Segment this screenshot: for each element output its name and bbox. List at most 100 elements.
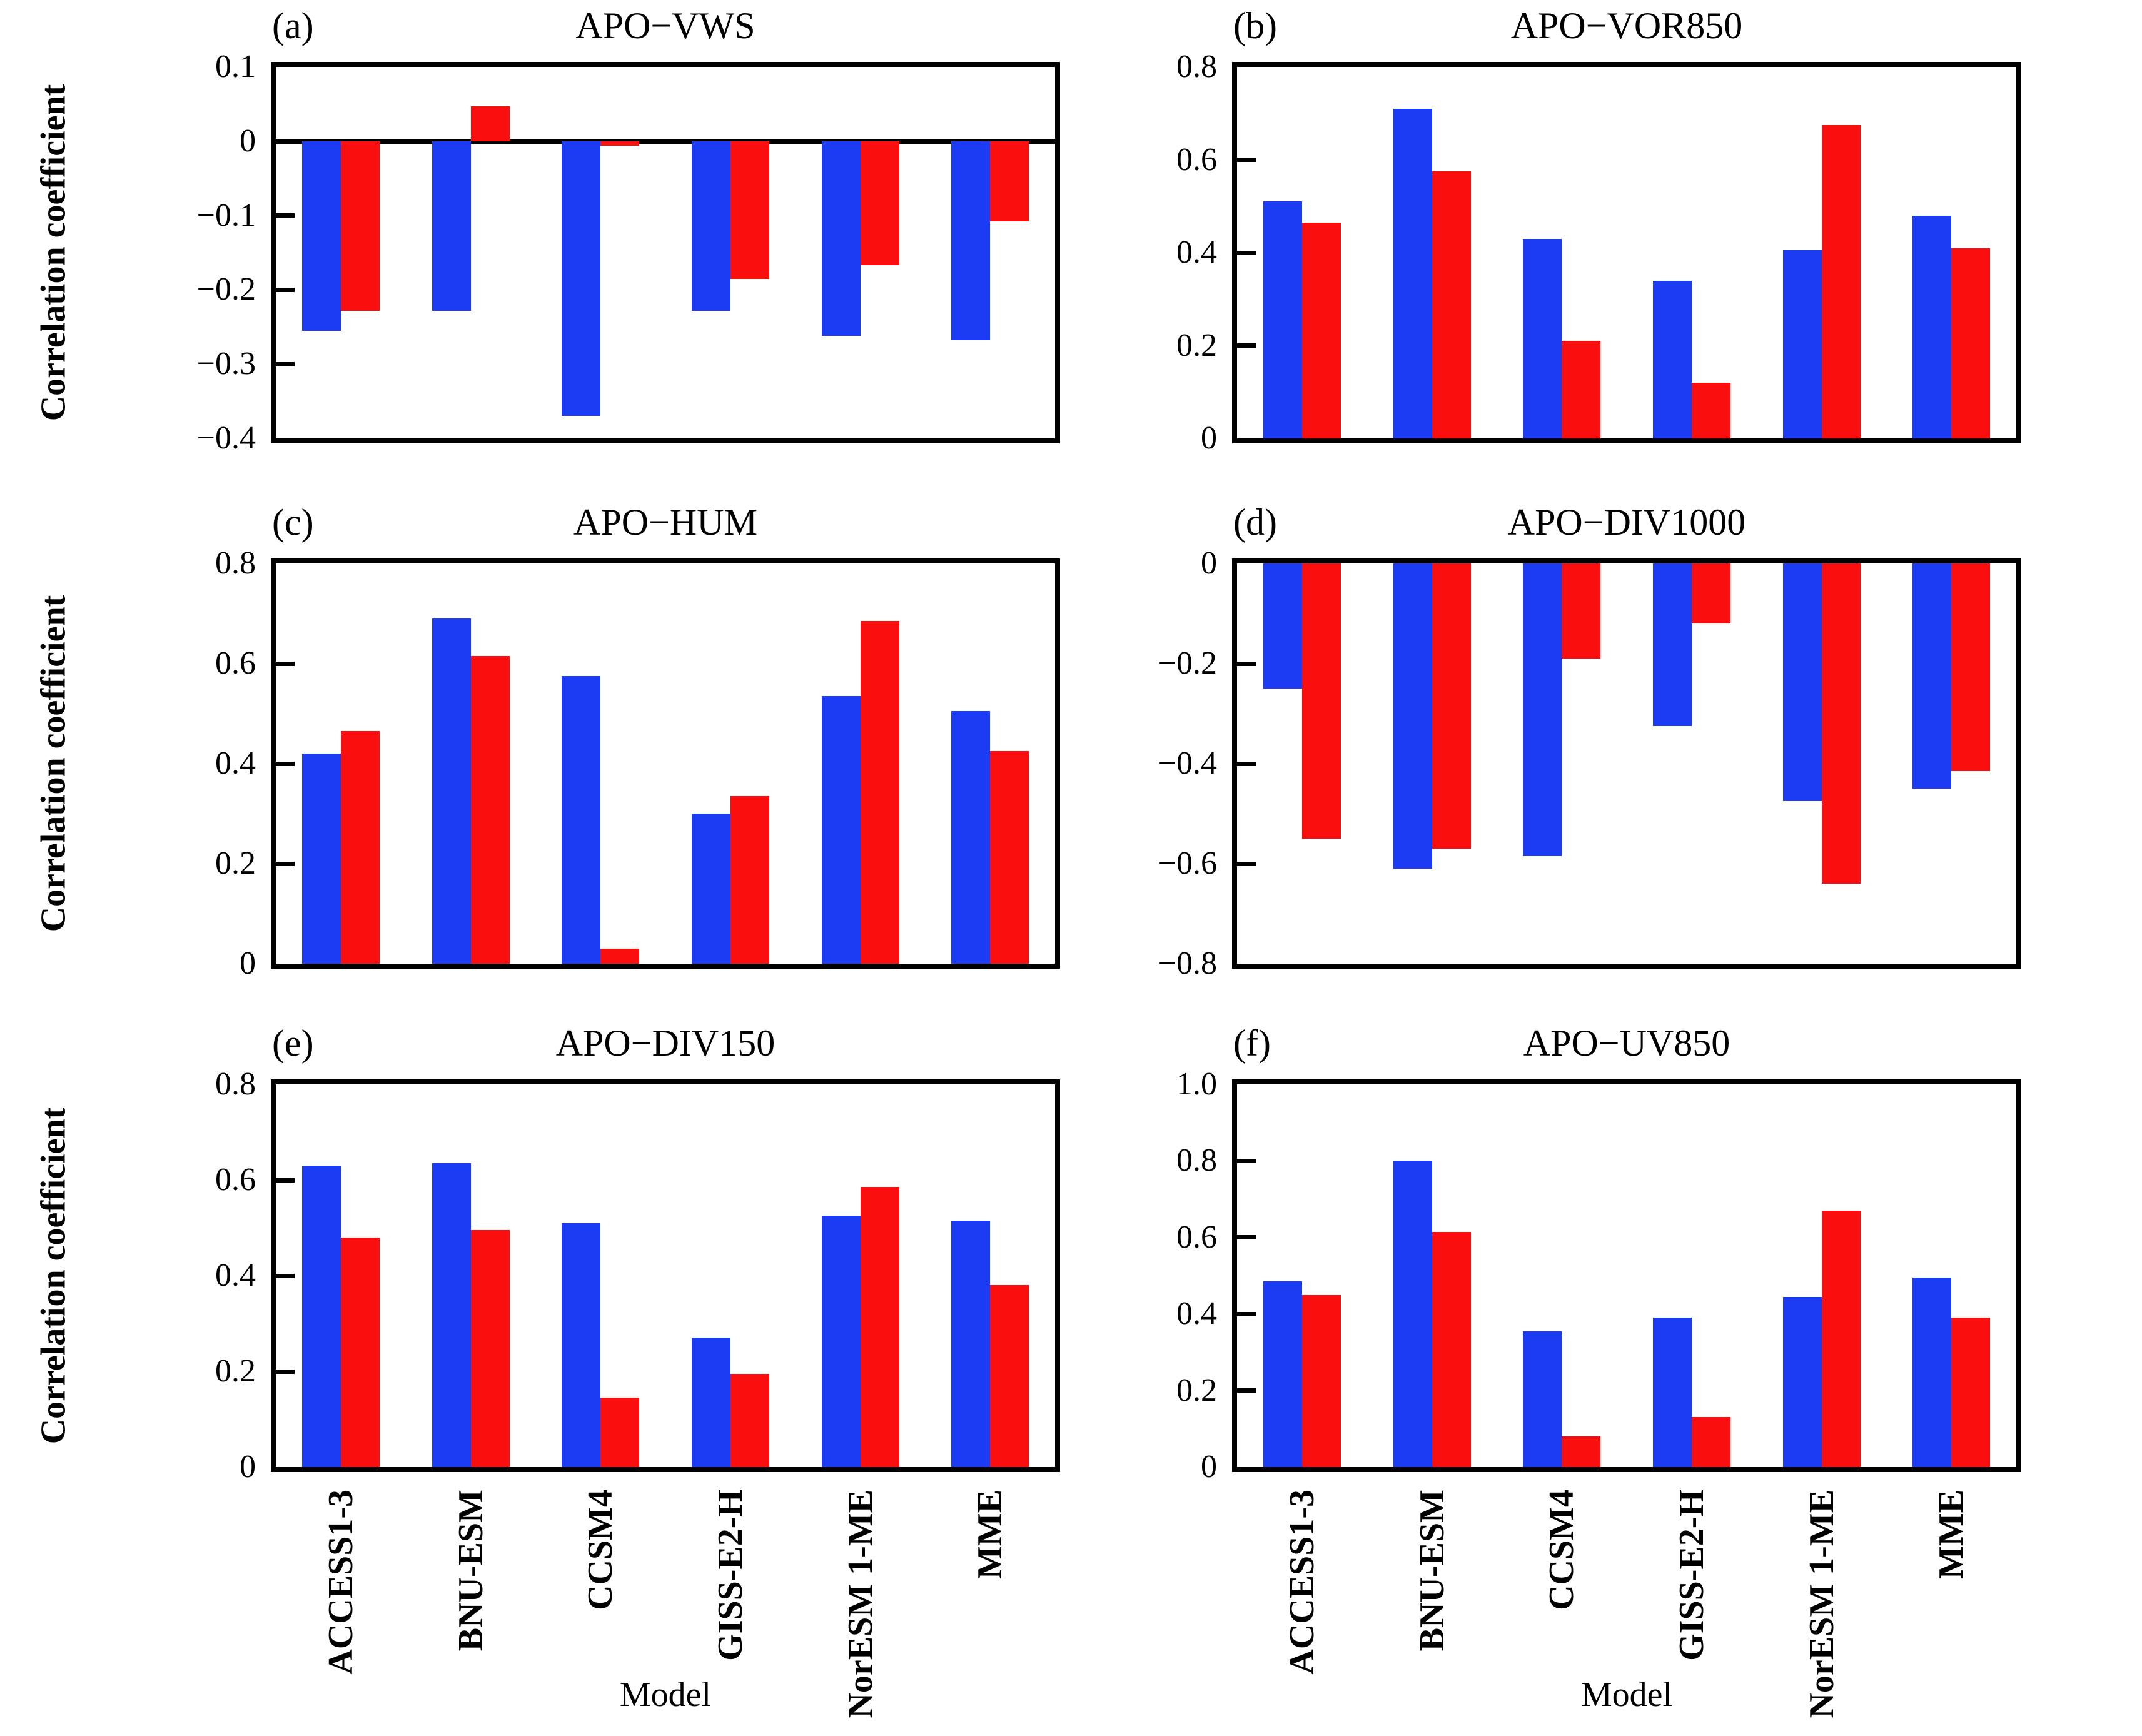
category-label: MME (970, 1490, 1059, 1579)
y-axis-title: Correlation coefficient (16, 62, 91, 443)
bar-red-BNU-ESM (470, 106, 510, 141)
y-tick-label: 0.6 (1176, 1219, 1217, 1255)
y-axis-title: Correlation coefficient (16, 1079, 91, 1472)
bar-red-NorESM 1-ME (860, 621, 899, 964)
plot-area-a (271, 62, 1060, 443)
y-tick-mark (1237, 761, 1256, 766)
y-axis-title-text: Correlation coefficient (34, 1107, 73, 1445)
panel-letter: (e) (272, 1022, 314, 1064)
y-tick-mark (1237, 1235, 1256, 1240)
bar-red-MME (1951, 248, 1991, 438)
bar-red-NorESM 1-ME (1821, 124, 1861, 438)
bar-blue-NorESM 1-ME (821, 696, 861, 964)
bar-blue-NorESM 1-ME (1782, 1296, 1822, 1467)
bar-red-BNU-ESM (470, 656, 510, 964)
bar-red-NorESM 1-ME (860, 141, 899, 266)
y-tick-label: 0.6 (1176, 141, 1217, 178)
bar-red-MME (1951, 1318, 1991, 1467)
bar-blue-BNU-ESM (432, 1163, 471, 1467)
bar-blue-ACCESS1-3 (1263, 563, 1302, 689)
y-tick-label: 0 (1201, 420, 1217, 456)
bar-red-MME (990, 751, 1029, 964)
bar-blue-GISS-E2-H (1652, 563, 1692, 726)
y-tick-label: 0 (240, 123, 256, 159)
y-tick-mark (1237, 343, 1256, 348)
category-label-text: GISS-E2-H (1672, 1490, 1711, 1661)
category-label-text: NorESM 1-ME (1802, 1490, 1841, 1718)
bar-red-CCSM4 (1562, 341, 1601, 438)
bar-red-GISS-E2-H (1691, 382, 1730, 438)
bar-red-BNU-ESM (1432, 171, 1471, 438)
bar-blue-ACCESS1-3 (301, 754, 341, 964)
bar-red-CCSM4 (600, 141, 640, 146)
y-tick-label: 0.6 (215, 645, 256, 681)
y-tick-mark (276, 1273, 295, 1278)
y-tick-label: −0.4 (1158, 745, 1217, 781)
category-label: CCSM4 (1542, 1490, 1662, 1610)
y-tick-label: 0.4 (215, 1258, 256, 1293)
bar-red-ACCESS1-3 (1301, 1294, 1341, 1467)
bar-blue-GISS-E2-H (1652, 280, 1692, 438)
bar-blue-BNU-ESM (432, 141, 471, 311)
panel-letter: (b) (1233, 5, 1277, 46)
y-tick-label: −0.2 (1158, 645, 1217, 681)
plot-area-c (271, 558, 1060, 969)
panel-title: APO−HUM (573, 502, 757, 543)
y-tick-label: −0.1 (196, 197, 256, 233)
bar-red-ACCESS1-3 (340, 731, 380, 964)
bar-blue-ACCESS1-3 (301, 1166, 341, 1467)
bar-red-BNU-ESM (470, 1230, 510, 1467)
y-tick-label: 0 (1201, 1449, 1217, 1485)
bar-red-GISS-E2-H (730, 796, 769, 964)
category-label-text: MME (971, 1490, 1010, 1580)
y-tick-label: 0.4 (215, 745, 256, 781)
plot-area-f (1232, 1079, 2021, 1472)
bar-blue-MME (951, 141, 991, 341)
y-axis-title-text: Correlation coefficient (34, 595, 73, 932)
y-tick-mark (1237, 1158, 1256, 1163)
bar-red-ACCESS1-3 (340, 141, 380, 311)
bar-blue-GISS-E2-H (691, 814, 730, 964)
bar-red-CCSM4 (1562, 1436, 1601, 1467)
y-tick-label: 0 (240, 1449, 256, 1485)
x-axis-title: Model (1580, 1675, 1673, 1714)
bar-blue-NorESM 1-ME (1782, 563, 1822, 801)
category-label-text: ACCESS1-3 (321, 1490, 360, 1675)
y-tick-label: 0.1 (215, 49, 256, 84)
plot-area-d (1232, 558, 2021, 969)
bar-blue-NorESM 1-ME (821, 1216, 861, 1467)
category-label-text: ACCESS1-3 (1282, 1490, 1321, 1675)
bar-red-GISS-E2-H (730, 1373, 769, 1467)
y-tick-mark (276, 287, 295, 292)
bar-red-CCSM4 (1562, 563, 1601, 659)
panel-letter: (d) (1233, 502, 1277, 543)
bar-red-NorESM 1-ME (1821, 563, 1861, 884)
y-tick-mark (276, 661, 295, 666)
bar-red-GISS-E2-H (730, 141, 769, 279)
bar-blue-NorESM 1-ME (821, 141, 861, 336)
category-label-text: NorESM 1-ME (841, 1490, 880, 1718)
bar-red-GISS-E2-H (1691, 1417, 1730, 1467)
panel-letter: (c) (272, 502, 314, 543)
y-tick-label: −0.2 (196, 271, 256, 308)
panel-title: APO−UV850 (1523, 1022, 1730, 1064)
y-tick-mark (276, 761, 295, 766)
panel-title: APO−DIV150 (555, 1022, 775, 1064)
category-label: MME (1931, 1490, 2021, 1579)
bar-blue-MME (1912, 563, 1952, 789)
y-tick-label: 0 (240, 946, 256, 981)
bar-red-ACCESS1-3 (1301, 563, 1341, 839)
y-tick-mark (1237, 1388, 1256, 1393)
bar-red-MME (1951, 563, 1991, 771)
y-tick-mark (276, 361, 295, 366)
bar-blue-GISS-E2-H (1652, 1318, 1692, 1467)
y-tick-label: 0.8 (215, 1066, 256, 1102)
category-label-text: BNU-ESM (451, 1490, 490, 1652)
bar-red-CCSM4 (600, 1398, 640, 1467)
y-tick-mark (1237, 661, 1256, 666)
y-tick-label: 0.2 (215, 1353, 256, 1389)
y-tick-mark (276, 1369, 295, 1374)
y-tick-label: 0.6 (215, 1162, 256, 1198)
bar-red-BNU-ESM (1432, 1231, 1471, 1467)
category-label-text: CCSM4 (1542, 1490, 1582, 1610)
